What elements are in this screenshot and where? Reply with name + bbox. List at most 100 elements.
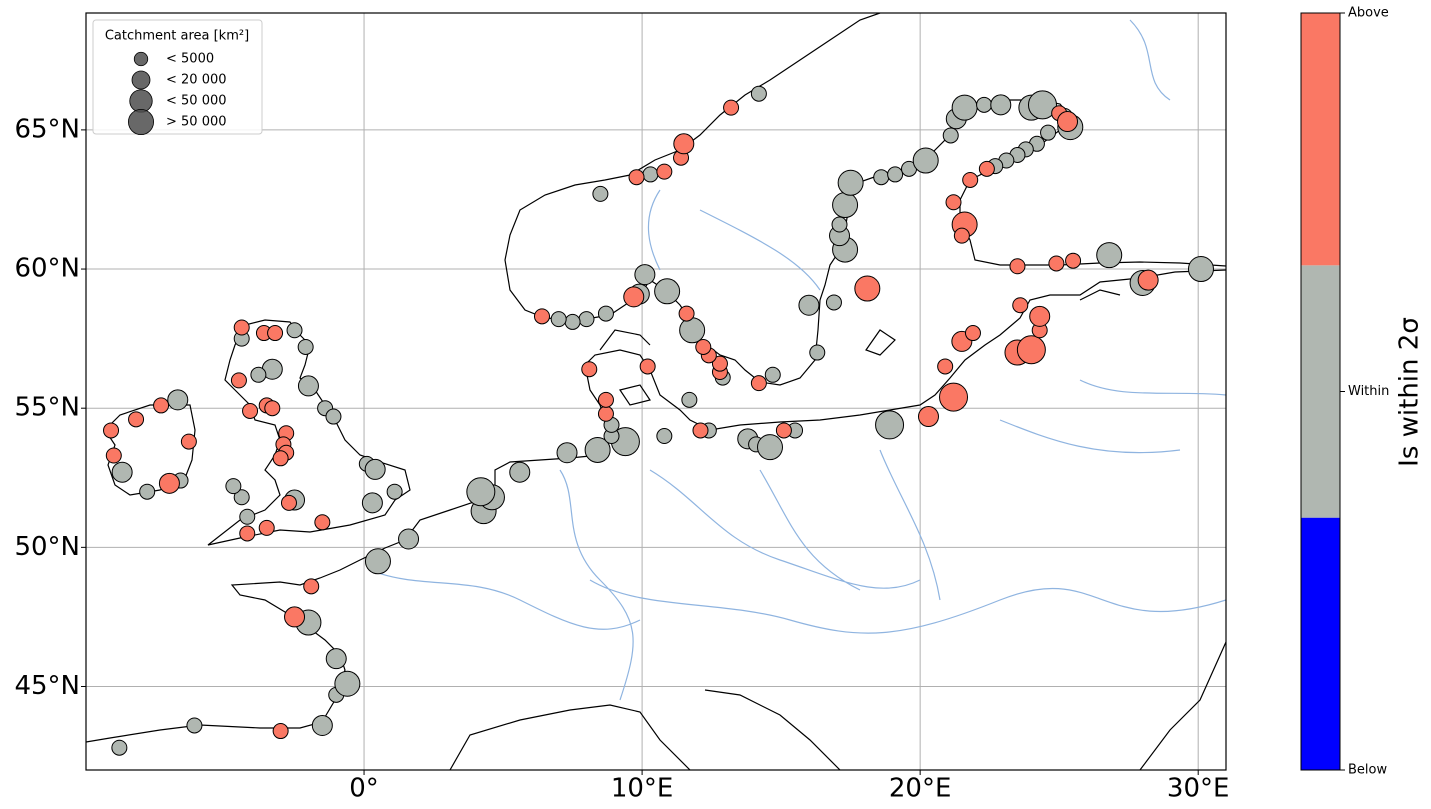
legend-title: Catchment area [km²] bbox=[105, 29, 249, 44]
station-point bbox=[951, 94, 978, 121]
station-point bbox=[1065, 252, 1082, 269]
station-point bbox=[272, 450, 289, 467]
station-point bbox=[386, 483, 403, 500]
station-point bbox=[361, 492, 383, 514]
station-point bbox=[837, 169, 864, 196]
station-point bbox=[757, 434, 783, 461]
station-point bbox=[750, 375, 767, 392]
station-point bbox=[679, 317, 706, 344]
station-point bbox=[654, 278, 681, 305]
station-point bbox=[873, 169, 890, 186]
river bbox=[369, 19, 1226, 701]
station-point bbox=[953, 227, 970, 244]
station-point bbox=[681, 391, 698, 408]
colorbar-tick-label: Within bbox=[1348, 384, 1389, 399]
colorbar-tick-label: Below bbox=[1348, 763, 1387, 778]
y-tick-label: 60°N bbox=[14, 254, 80, 284]
x-tick-label: 20°E bbox=[889, 774, 952, 804]
station-point bbox=[673, 133, 695, 155]
plot-frame bbox=[85, 12, 1227, 771]
station-point bbox=[1048, 255, 1065, 272]
station-point bbox=[280, 494, 297, 511]
station-point bbox=[1029, 305, 1051, 327]
station-point bbox=[186, 717, 203, 734]
colorbar-segment bbox=[1301, 265, 1340, 518]
station-point bbox=[509, 461, 531, 483]
station-point bbox=[976, 96, 993, 113]
station-point bbox=[656, 428, 673, 445]
legend-marker bbox=[127, 109, 154, 136]
station-point bbox=[937, 358, 954, 375]
x-tick-label: 0° bbox=[349, 774, 379, 804]
station-point bbox=[103, 422, 120, 439]
station-point bbox=[325, 648, 347, 670]
station-point bbox=[825, 294, 842, 311]
station-point bbox=[105, 447, 122, 464]
station-point bbox=[832, 192, 859, 219]
y-tick-label: 55°N bbox=[14, 393, 80, 423]
station-point bbox=[581, 361, 598, 378]
colorbar-label: Is within 2σ bbox=[1395, 317, 1425, 467]
colorbar-segment bbox=[1301, 13, 1340, 266]
y-tick-label: 45°N bbox=[14, 671, 80, 701]
station-point bbox=[225, 478, 242, 495]
station-point bbox=[939, 382, 969, 412]
station-point bbox=[550, 311, 567, 328]
station-point bbox=[1040, 124, 1057, 141]
station-point bbox=[1009, 258, 1026, 275]
station-point bbox=[334, 670, 361, 697]
station-point bbox=[258, 519, 275, 536]
station-point bbox=[1137, 269, 1159, 291]
station-point bbox=[233, 489, 250, 506]
station-point bbox=[534, 308, 550, 325]
station-point bbox=[466, 477, 496, 507]
station-point bbox=[556, 442, 578, 464]
station-point bbox=[233, 319, 250, 336]
station-point bbox=[623, 286, 645, 308]
station-point bbox=[1187, 256, 1214, 283]
station-point bbox=[325, 408, 342, 425]
y-tick-label: 50°N bbox=[14, 532, 80, 562]
station-point bbox=[111, 739, 128, 756]
station-point bbox=[990, 94, 1012, 116]
station-point bbox=[111, 461, 133, 483]
legend-marker bbox=[129, 89, 153, 113]
station-point bbox=[128, 411, 145, 428]
station-point bbox=[809, 344, 826, 361]
station-point bbox=[764, 366, 781, 383]
station-point bbox=[564, 313, 581, 330]
station-point bbox=[945, 194, 962, 211]
station-point bbox=[158, 472, 180, 494]
legend-label: > 50 000 bbox=[166, 115, 227, 130]
station-point bbox=[711, 355, 728, 372]
station-point bbox=[398, 528, 420, 550]
station-point bbox=[1057, 111, 1079, 133]
station-point bbox=[167, 389, 189, 411]
station-point bbox=[964, 325, 981, 342]
legend-label: < 50 000 bbox=[166, 94, 227, 109]
station-point bbox=[887, 166, 904, 183]
station-point bbox=[242, 402, 259, 419]
station-point bbox=[311, 714, 333, 736]
station-point bbox=[230, 372, 247, 389]
station-point bbox=[634, 264, 656, 286]
x-tick-label: 10°E bbox=[611, 774, 674, 804]
station-point bbox=[364, 458, 386, 480]
station-point bbox=[153, 397, 170, 414]
station-point bbox=[723, 99, 740, 116]
station-point bbox=[942, 127, 959, 144]
legend-label: < 5000 bbox=[166, 52, 214, 67]
colorbar: Is within 2σ Below Within Above bbox=[1300, 6, 1425, 778]
station-point bbox=[628, 169, 645, 186]
station-point bbox=[642, 166, 659, 183]
station-point bbox=[831, 216, 848, 233]
station-point bbox=[597, 391, 614, 408]
station-point bbox=[875, 410, 905, 440]
station-point bbox=[962, 171, 979, 188]
station-point bbox=[775, 422, 792, 439]
colorbar-frame bbox=[1300, 12, 1341, 771]
station-point bbox=[286, 322, 303, 339]
axes: 0° 10°E 20°E 30°E 45°N 50°N 55°N 60°N 65°N bbox=[14, 114, 1229, 803]
station-point bbox=[303, 578, 320, 595]
